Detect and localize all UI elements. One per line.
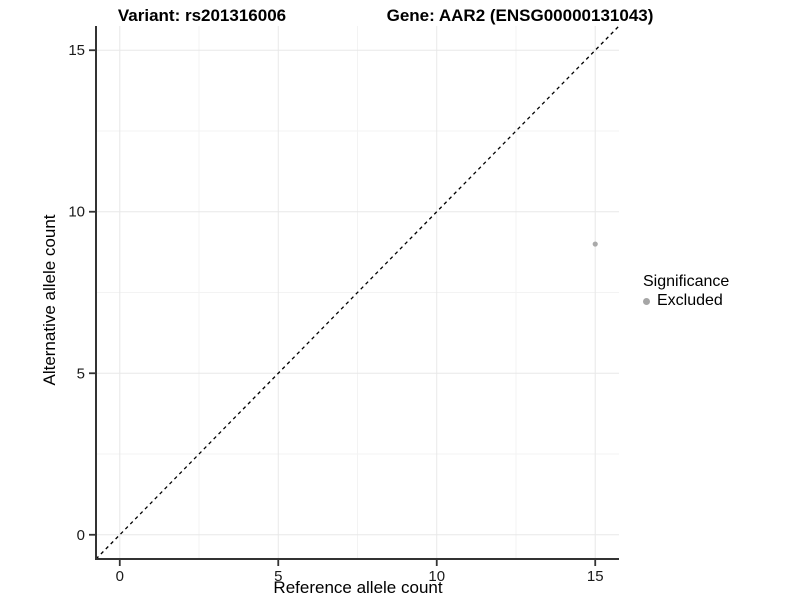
legend-title: Significance <box>643 273 730 290</box>
legend-entry-label: Excluded <box>657 292 723 309</box>
data-point <box>592 241 598 247</box>
y-tick-label: 0 <box>77 527 85 544</box>
legend: Significance Excluded <box>643 273 729 310</box>
y-tick-label: 15 <box>68 42 85 59</box>
y-axis-title: Alternative allele count <box>40 214 59 386</box>
x-tick-label: 0 <box>116 568 124 585</box>
legend-entry: Excluded <box>643 292 729 310</box>
identity-line <box>95 25 620 560</box>
x-tick-label: 10 <box>428 568 445 585</box>
y-tick-label: 10 <box>68 204 85 221</box>
plot-title-variant: Variant: rs201316006 <box>117 6 287 25</box>
x-axis-title: Reference allele count <box>273 578 443 597</box>
y-tick-label: 5 <box>77 365 85 382</box>
legend-entries: Excluded <box>643 292 729 310</box>
x-tick-label: 15 <box>587 568 604 585</box>
legend-point-icon <box>643 297 650 305</box>
plot-title-gene: Gene: AAR2 (ENSG00000131043) <box>386 6 654 25</box>
x-tick-label: 5 <box>274 568 282 585</box>
